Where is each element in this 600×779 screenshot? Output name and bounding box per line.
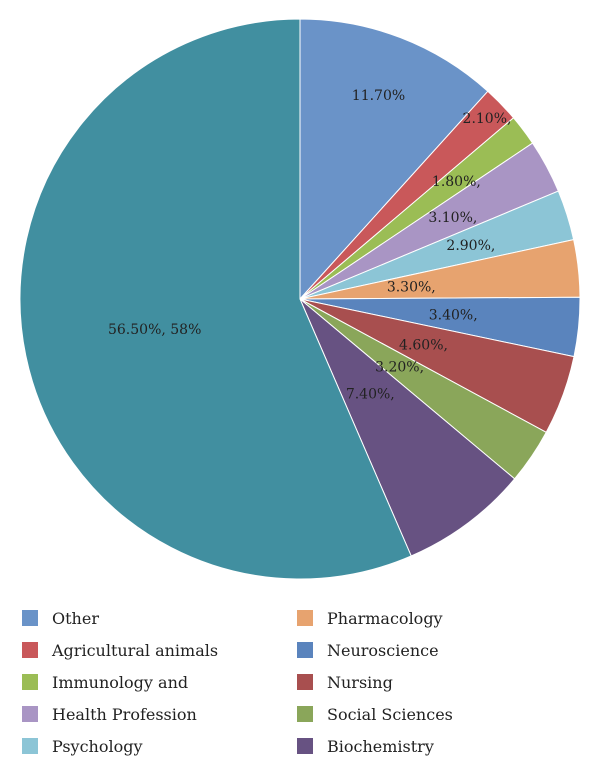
legend-swatch-neuroscience bbox=[297, 642, 313, 658]
pie-label-9: 7.40%, bbox=[346, 386, 395, 402]
pie-label-10: 56.50%, 58% bbox=[108, 322, 201, 338]
legend-swatch-pharmacology bbox=[297, 610, 313, 626]
pie-slices bbox=[19, 18, 581, 580]
legend-swatch-nursing bbox=[297, 674, 313, 690]
legend-label-agricultural-animals: Agricultural animals bbox=[52, 640, 219, 660]
pie-label-1: 2.10%, bbox=[463, 111, 512, 127]
legend-label-health-profession: Health Profession bbox=[52, 704, 197, 724]
legend-swatch-biochemistry bbox=[297, 738, 313, 754]
pie-label-7: 4.60%, bbox=[399, 337, 448, 353]
pie-label-5: 3.30%, bbox=[387, 280, 436, 296]
legend-label-pharmacology: Pharmacology bbox=[327, 608, 443, 628]
pie-label-6: 3.40%, bbox=[429, 308, 478, 324]
legend-item-biochemistry: Biochemistry bbox=[297, 734, 434, 758]
legend-swatch-immunology bbox=[22, 674, 38, 690]
legend-swatch-psychology bbox=[22, 738, 38, 754]
legend-item-nursing: Nursing bbox=[297, 670, 393, 694]
legend-label-other: Other bbox=[52, 608, 99, 628]
legend-label-psychology: Psychology bbox=[52, 736, 143, 756]
pie-slice-9 bbox=[299, 298, 516, 557]
legend-swatch-other bbox=[22, 610, 38, 626]
pie-labels: 11.70% 2.10%, 1.80%, 3.10%, 2.90%, 3.30%, 3.40… bbox=[108, 88, 511, 402]
legend-item-other: Other bbox=[22, 606, 99, 630]
legend-label-immunology: Immunology and bbox=[52, 672, 189, 692]
legend-item-agricultural-animals: Agricultural animals bbox=[22, 638, 218, 662]
legend-item-social-sciences: Social Sciences bbox=[297, 702, 453, 726]
legend-label-social-sciences: Social Sciences bbox=[327, 704, 453, 724]
legend: Other Agricultural animals Immunology an… bbox=[0, 600, 600, 770]
legend-item-neuroscience: Neuroscience bbox=[297, 638, 439, 662]
pie-chart: 11.70% 2.10%, 1.80%, 3.10%, 2.90%, 3.30%, 3.40… bbox=[19, 18, 581, 580]
pie-slice-0 bbox=[299, 18, 489, 301]
legend-label-biochemistry: Biochemistry bbox=[327, 736, 434, 756]
legend-item-psychology: Psychology bbox=[22, 734, 143, 758]
legend-swatch-social-sciences bbox=[297, 706, 313, 722]
legend-item-pharmacology: Pharmacology bbox=[297, 606, 443, 630]
legend-item-health-profession: Health Profession bbox=[22, 702, 197, 726]
pie-slice-10 bbox=[19, 18, 412, 580]
legend-item-immunology: Immunology and bbox=[22, 670, 188, 694]
legend-swatch-agricultural-animals bbox=[22, 642, 38, 658]
pie-label-8: 3.20%, bbox=[375, 360, 424, 376]
pie-label-4: 2.90%, bbox=[446, 238, 495, 254]
pie-label-0: 11.70% bbox=[352, 88, 405, 104]
legend-label-neuroscience: Neuroscience bbox=[327, 640, 439, 660]
legend-swatch-health-profession bbox=[22, 706, 38, 722]
pie-label-3: 3.10%, bbox=[428, 210, 477, 226]
legend-label-nursing: Nursing bbox=[327, 672, 393, 692]
pie-label-2: 1.80%, bbox=[432, 174, 481, 190]
